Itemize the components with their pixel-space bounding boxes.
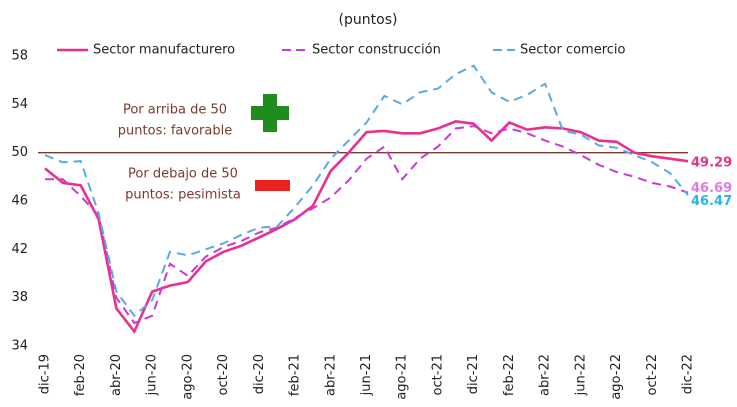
annotation: Por arriba de 50 <box>123 103 227 118</box>
x-tick-label: feb-21 <box>288 354 303 396</box>
x-tick-label: ago-21 <box>395 354 410 400</box>
series-line <box>44 119 689 335</box>
x-tick-label: abr-21 <box>323 354 338 396</box>
x-tick-label: dic-21 <box>466 354 481 394</box>
x-tick-label: dic-20 <box>252 354 267 394</box>
y-tick-label: 46 <box>11 194 28 209</box>
x-tick-label: jun-22 <box>573 354 588 396</box>
y-tick-label: 42 <box>11 242 28 257</box>
y-tick-label: 50 <box>11 145 28 160</box>
x-tick-label: ago-22 <box>609 354 624 400</box>
data-label: 46.47 <box>691 194 732 209</box>
minus-icon <box>255 180 290 191</box>
x-tick-label: abr-22 <box>538 354 553 396</box>
y-tick-label: 34 <box>11 339 28 354</box>
y-tick-label: 38 <box>11 290 28 305</box>
x-tick-label: oct-21 <box>430 354 445 395</box>
x-tick-label: abr-20 <box>109 354 124 396</box>
x-tick-label: jun-20 <box>145 354 160 396</box>
annotation: puntos: pesimista <box>125 188 241 203</box>
legend-label: Sector comercio <box>520 43 626 58</box>
x-tick-label: dic-22 <box>681 354 696 394</box>
annotation: Por debajo de 50 <box>128 167 238 182</box>
legend-label: Sector manufacturero <box>93 43 235 58</box>
x-tick-label: feb-20 <box>73 354 88 396</box>
x-tick-label: oct-20 <box>216 354 231 395</box>
data-label: 46.69 <box>691 181 732 196</box>
data-label: 49.29 <box>691 156 732 171</box>
plus-icon <box>251 94 289 132</box>
series-line <box>44 64 689 318</box>
legend-label: Sector construcción <box>312 43 441 58</box>
x-tick-label: jun-21 <box>359 354 374 396</box>
x-tick-label: oct-22 <box>645 354 660 395</box>
x-tick-label: feb-22 <box>502 354 517 396</box>
x-tick-label: ago-20 <box>180 354 195 400</box>
x-tick-label: dic-19 <box>38 354 53 394</box>
annotation: puntos: favorable <box>118 124 232 139</box>
y-tick-label: 54 <box>11 97 28 112</box>
series-line <box>45 125 689 325</box>
y-tick-label: 58 <box>11 49 28 64</box>
chart-title: (puntos) <box>339 12 398 28</box>
